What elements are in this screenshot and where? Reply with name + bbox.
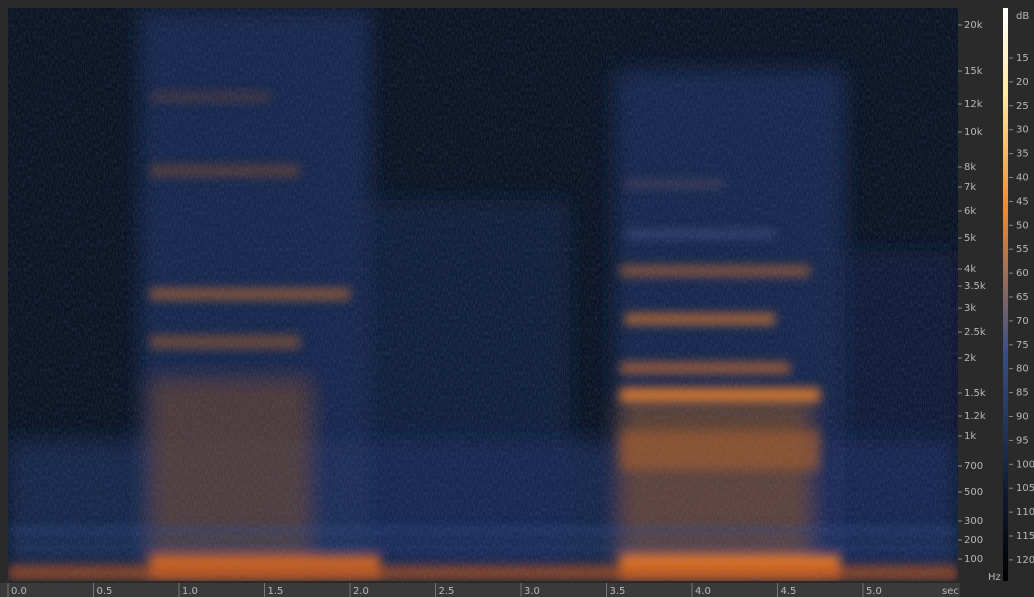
time-label: 1.5 (268, 586, 284, 597)
level-label: 15 (1016, 53, 1029, 64)
time-label: 0.5 (97, 586, 113, 597)
time-label: 2.0 (353, 586, 369, 597)
frequency-unit: Hz (988, 572, 1001, 583)
frequency-label: 1.2k (964, 411, 986, 422)
level-label: 110 (1016, 507, 1034, 518)
level-label: 35 (1016, 149, 1029, 160)
time-label: 0.0 (11, 586, 27, 597)
level-label: 100 (1016, 459, 1034, 470)
level-unit: dB (1016, 11, 1029, 22)
frequency-label: 5k (964, 233, 976, 244)
frequency-label: 500 (964, 487, 983, 498)
level-label: 30 (1016, 125, 1029, 136)
frequency-label: 100 (964, 554, 983, 565)
level-label: 120 (1016, 555, 1034, 566)
frequency-label: 4k (964, 264, 976, 275)
time-label: 3.5 (610, 586, 626, 597)
frequency-label: 700 (964, 461, 983, 472)
frequency-label: 20k (964, 20, 983, 31)
frequency-label: 3k (964, 303, 976, 314)
level-label: 105 (1016, 483, 1034, 494)
frequency-label: 7k (964, 182, 976, 193)
frequency-label: 8k (964, 162, 976, 173)
spectrogram (8, 8, 958, 581)
level-label: 45 (1016, 196, 1029, 207)
level-label: 70 (1016, 316, 1029, 327)
level-label: 60 (1016, 268, 1029, 279)
frequency-label: 300 (964, 516, 983, 527)
level-label: 80 (1016, 364, 1029, 375)
level-label: 20 (1016, 77, 1029, 88)
frequency-label: 12k (964, 99, 983, 110)
level-label: 40 (1016, 173, 1029, 184)
frequency-label: 15k (964, 66, 983, 77)
time-label: 3.0 (524, 586, 540, 597)
frequency-label: 200 (964, 535, 983, 546)
level-label: 65 (1016, 292, 1029, 303)
time-ruler (0, 583, 960, 597)
level-label: 75 (1016, 340, 1029, 351)
time-label: 1.0 (182, 586, 198, 597)
level-label: 90 (1016, 412, 1029, 423)
level-label: 55 (1016, 244, 1029, 255)
level-label: 25 (1016, 101, 1029, 112)
frequency-label: 3.5k (964, 281, 986, 292)
level-label: 85 (1016, 388, 1029, 399)
time-label: 4.0 (695, 586, 711, 597)
frequency-label: 10k (964, 127, 983, 138)
time-label: 5.0 (866, 586, 882, 597)
level-label: 115 (1016, 531, 1034, 542)
time-label: 4.5 (781, 586, 797, 597)
frequency-label: 6k (964, 206, 976, 217)
time-label: 2.5 (439, 586, 455, 597)
frequency-label: 1k (964, 431, 976, 442)
frequency-label: 2.5k (964, 327, 986, 338)
time-axis: 0.0 0.5 1.0 1.5 2.0 2.5 3.0 3.5 4.0 4.5 5.0 sec (7, 583, 959, 597)
frequency-label: 2k (964, 353, 976, 364)
frequency-axis: 20k 15k 12k 10k 8k 7k 6k 5k 4k 3.5k 3k 2.5k 2k 1.5k 1.… (958, 20, 1001, 583)
level-scale: dB 15 20 25 30 35 40 45 50 55 60 65 70 75 80 85 90 95 100 1… (1009, 11, 1034, 566)
level-colorbar (1003, 8, 1008, 581)
level-label: 95 (1016, 435, 1029, 446)
frequency-label: 1.5k (964, 388, 986, 399)
level-label: 50 (1016, 220, 1029, 231)
time-unit: sec (942, 586, 959, 597)
